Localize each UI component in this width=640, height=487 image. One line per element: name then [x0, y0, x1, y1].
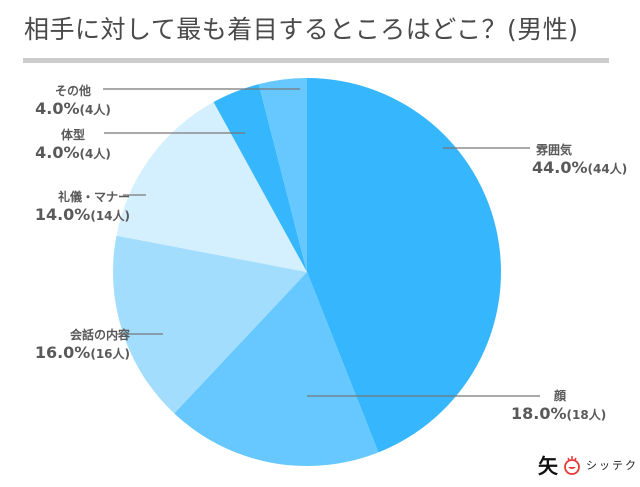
pie-slice	[113, 235, 308, 414]
chart-title: 相手に対して最も着目するところはどこ？(男性)	[24, 15, 579, 44]
smiley-icon	[564, 455, 580, 475]
pie-slice	[307, 78, 502, 453]
logo-text: シッテク	[586, 458, 638, 472]
logo-mark: 矢	[538, 454, 558, 478]
label-conversation: 会話の内容 16.0%(16人)	[34, 328, 130, 362]
label-body: 体型 4.0%(4人)	[35, 128, 111, 162]
pie-slices	[113, 78, 502, 466]
brand-logo: 矢 シッテク	[538, 450, 638, 479]
label-manners: 礼儀・マナー 14.0%(14人)	[34, 190, 130, 224]
label-face: 顔 18.0%(18人)	[511, 389, 607, 423]
label-other: その他 4.0%(4人)	[35, 84, 111, 118]
leader-lines	[103, 88, 540, 397]
pie-slice	[174, 272, 379, 466]
pie-slice	[116, 101, 307, 272]
title-underline	[23, 58, 609, 63]
pie-slice	[213, 84, 307, 272]
pie-slice	[258, 78, 307, 272]
label-atmosphere: 雰囲気 44.0%(44人)	[532, 143, 628, 177]
